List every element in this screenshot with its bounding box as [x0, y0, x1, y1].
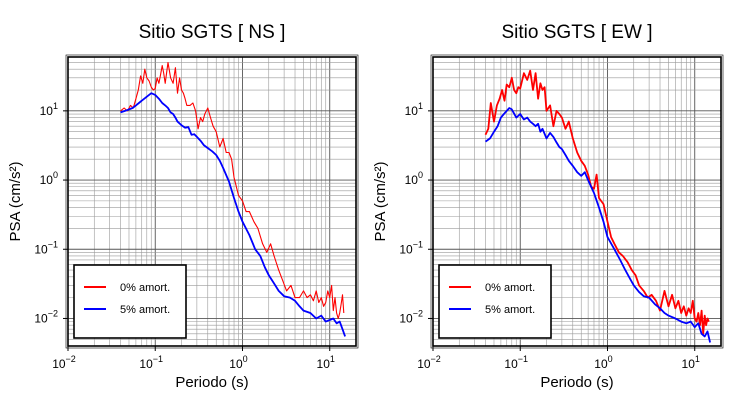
legend: 0% amort. 5% amort. [438, 264, 552, 339]
legend-label: 5% amort. [120, 304, 170, 316]
y-tick-label: 101 [40, 101, 58, 118]
x-tick-label: 10−1 [504, 354, 528, 371]
chart-panel-2: Sitio SGTS [ EW ] 10−2 10−1 100 101 10−2 10−1 1… [372, 22, 724, 391]
legend-label: 0% amort. [120, 282, 170, 294]
plot-frame [67, 56, 357, 347]
chart-title: Sitio SGTS [ EW ] [502, 22, 653, 43]
y-tick-label: 100 [405, 170, 423, 187]
legend-box [73, 264, 187, 339]
y-tick-label: 10−1 [399, 239, 423, 256]
plot-frame-outer [430, 54, 724, 349]
x-axis-label: Periodo (s) [540, 374, 613, 391]
plot-frame [432, 56, 722, 347]
y-axis-label: PSA (cm/s²) [372, 161, 389, 241]
x-tick-label: 100 [229, 354, 247, 371]
x-tick-label: 100 [594, 354, 612, 371]
chart-panel-1: Sitio SGTS [ NS ] 10−2 10−1 100 101 10−2 10−1 1… [7, 22, 359, 391]
series-line-1 [484, 69, 710, 335]
x-tick-label: 10−2 [417, 354, 441, 371]
legend-label: 5% amort. [485, 304, 535, 316]
x-tick-label: 10−2 [52, 354, 76, 371]
chart-title: Sitio SGTS [ NS ] [139, 22, 286, 43]
x-tick-label: 101 [682, 354, 700, 371]
x-tick-label: 10−1 [139, 354, 163, 371]
x-axis-label: Periodo (s) [175, 374, 248, 391]
y-axis-label: PSA (cm/s²) [7, 161, 24, 241]
x-tick-label: 101 [317, 354, 335, 371]
legend-box [438, 264, 552, 339]
y-tick-label: 100 [40, 170, 58, 187]
y-tick-label: 10−2 [34, 308, 58, 325]
legend-label: 0% amort. [485, 282, 535, 294]
y-tick-label: 10−2 [399, 308, 423, 325]
series-line-2 [484, 107, 711, 343]
series-line-1 [120, 61, 345, 320]
y-tick-label: 101 [405, 101, 423, 118]
plot-frame-outer [65, 54, 359, 349]
legend: 0% amort. 5% amort. [73, 264, 187, 339]
series-line-2 [120, 92, 346, 337]
y-tick-label: 10−1 [34, 239, 58, 256]
